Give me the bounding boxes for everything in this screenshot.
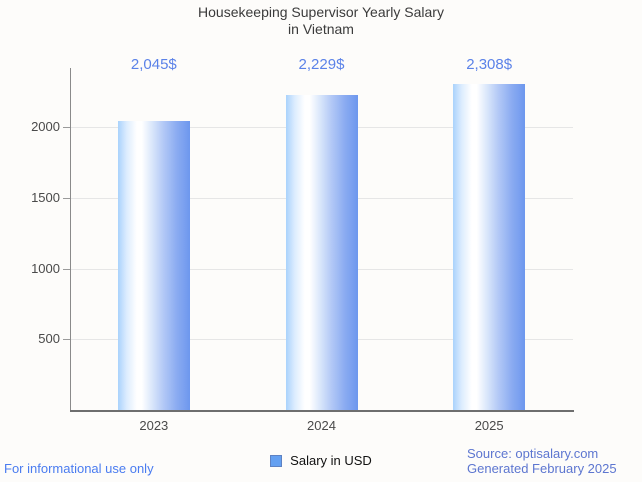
chart-legend: Salary in USD xyxy=(0,453,642,468)
y-tick-mark-1500 xyxy=(63,198,70,200)
y-tick-label-500: 500 xyxy=(38,331,60,347)
legend-swatch-icon xyxy=(270,454,283,467)
y-tick-label-2000: 2000 xyxy=(31,119,60,135)
x-axis-label-2023: 2023 xyxy=(139,418,169,433)
y-tick-label-1000: 1000 xyxy=(31,260,60,276)
bar-2023[interactable] xyxy=(117,120,190,410)
value-label-2025: 2,308$ xyxy=(466,56,513,73)
y-tick-mark-500 xyxy=(63,339,70,341)
bar-2024[interactable] xyxy=(285,94,358,410)
generated-line: Generated February 2025 xyxy=(467,461,617,476)
source-line: Source: optisalary.com xyxy=(467,446,599,461)
x-axis-label-2024: 2024 xyxy=(307,418,336,433)
value-label-2024: 2,229$ xyxy=(298,56,345,73)
x-axis-baseline xyxy=(70,410,574,412)
disclaimer-text: For informational use only xyxy=(4,461,154,476)
x-axis-label-2025: 2025 xyxy=(474,418,504,433)
chart-title: Housekeeping Supervisor Yearly Salary in… xyxy=(198,4,444,37)
bar-2025[interactable] xyxy=(453,83,526,410)
legend-label: Salary in USD xyxy=(290,453,372,468)
y-tick-mark-2000 xyxy=(63,127,70,129)
y-axis-line xyxy=(70,68,71,411)
y-tick-label-1500: 1500 xyxy=(31,190,60,206)
value-label-2023: 2,045$ xyxy=(130,56,177,73)
source-attribution: Source: optisalary.com Generated Februar… xyxy=(467,446,617,476)
y-tick-mark-1000 xyxy=(63,268,70,270)
